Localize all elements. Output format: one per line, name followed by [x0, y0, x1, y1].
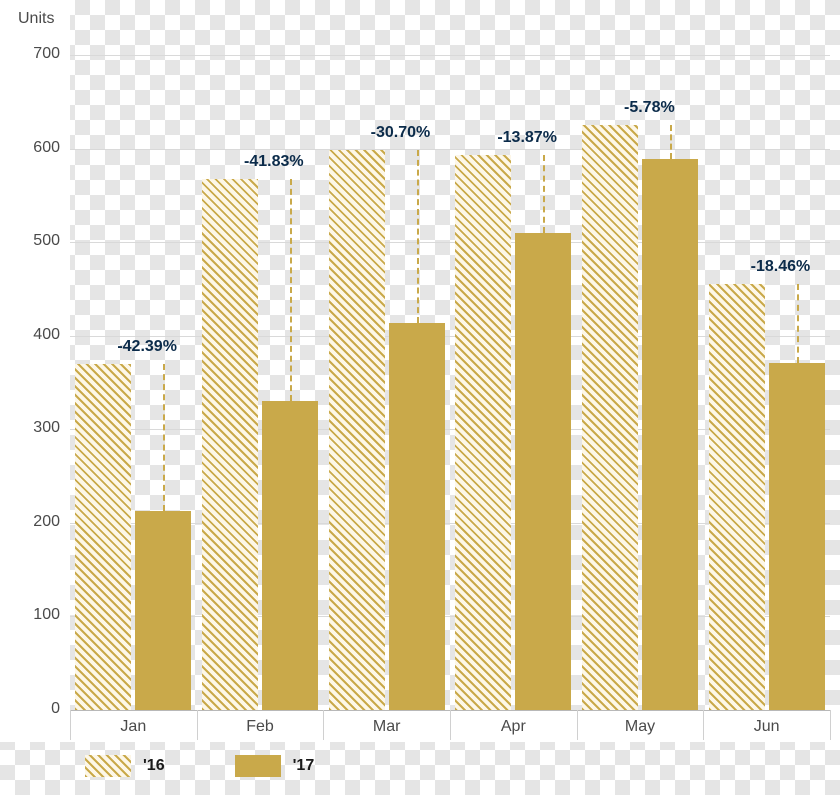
legend-item-17: '17: [235, 755, 315, 777]
bar-16: [75, 364, 131, 710]
legend-item-16: '16: [85, 755, 165, 777]
delta-label: -42.39%: [117, 338, 177, 356]
category-label: Mar: [347, 718, 427, 736]
y-axis-panel: [0, 0, 70, 742]
bar-17: [135, 511, 191, 710]
bar-17: [769, 363, 825, 710]
delta-label: -5.78%: [624, 99, 675, 117]
legend-swatch-solid: [235, 755, 281, 777]
bar-17: [642, 159, 698, 710]
y-tick-label: 200: [10, 513, 60, 531]
bar-16: [202, 179, 258, 710]
bar-16: [582, 125, 638, 710]
category-divider: [197, 710, 198, 740]
bar-16: [455, 155, 511, 710]
y-tick-label: 400: [10, 326, 60, 344]
delta-dash-line: [417, 150, 419, 322]
y-tick-label: 500: [10, 232, 60, 250]
bar-17: [262, 401, 318, 710]
category-divider: [830, 710, 831, 740]
legend: '16 '17: [85, 755, 314, 777]
chart-container: Units -42.39% -41.83% -30.70% -13.87% -5.78%…: [0, 0, 840, 795]
category-label: May: [600, 718, 680, 736]
category-label: Jan: [93, 718, 173, 736]
bar-16: [709, 284, 765, 710]
delta-dash-line: [670, 125, 672, 159]
category-label: Apr: [473, 718, 553, 736]
delta-label: -13.87%: [497, 129, 557, 147]
legend-label-16: '16: [143, 757, 165, 775]
category-divider: [703, 710, 704, 740]
bar-16: [329, 150, 385, 710]
delta-label: -30.70%: [371, 124, 431, 142]
grid-line: [70, 149, 830, 150]
delta-label: -18.46%: [751, 258, 811, 276]
category-divider: [70, 710, 71, 740]
grid-line: [70, 242, 830, 243]
delta-dash-line: [797, 284, 799, 363]
category-divider: [450, 710, 451, 740]
grid-line: [70, 55, 830, 56]
bar-17: [515, 233, 571, 710]
y-axis-title: Units: [18, 10, 54, 28]
category-label: Feb: [220, 718, 300, 736]
y-tick-label: 700: [10, 45, 60, 63]
y-tick-label: 0: [10, 700, 60, 718]
category-divider: [577, 710, 578, 740]
legend-swatch-hatched: [85, 755, 131, 777]
y-tick-label: 600: [10, 139, 60, 157]
delta-dash-line: [290, 179, 292, 402]
bar-17: [389, 323, 445, 710]
plot-area: -42.39% -41.83% -30.70% -13.87% -5.78% -18.46…: [70, 55, 830, 710]
y-tick-label: 100: [10, 606, 60, 624]
delta-dash-line: [163, 364, 165, 511]
delta-dash-line: [543, 155, 545, 233]
y-tick-label: 300: [10, 419, 60, 437]
category-label: Jun: [727, 718, 807, 736]
category-divider: [323, 710, 324, 740]
delta-label: -41.83%: [244, 153, 304, 171]
legend-label-17: '17: [293, 757, 315, 775]
